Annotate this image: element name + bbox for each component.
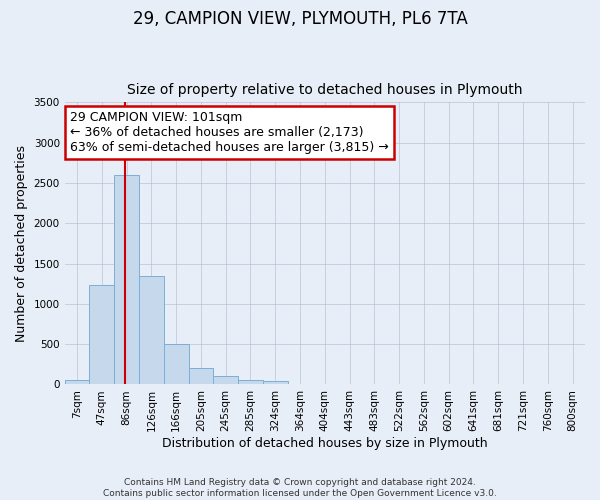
Bar: [214, 376, 238, 384]
Bar: [164, 344, 188, 385]
Title: Size of property relative to detached houses in Plymouth: Size of property relative to detached ho…: [127, 83, 523, 97]
Text: 29, CAMPION VIEW, PLYMOUTH, PL6 7TA: 29, CAMPION VIEW, PLYMOUTH, PL6 7TA: [133, 10, 467, 28]
Bar: [188, 368, 214, 384]
X-axis label: Distribution of detached houses by size in Plymouth: Distribution of detached houses by size …: [162, 437, 488, 450]
Bar: [65, 380, 89, 384]
Bar: [238, 380, 263, 384]
Bar: [263, 381, 287, 384]
Bar: [139, 276, 164, 384]
Text: Contains HM Land Registry data © Crown copyright and database right 2024.
Contai: Contains HM Land Registry data © Crown c…: [103, 478, 497, 498]
Bar: [89, 286, 114, 384]
Y-axis label: Number of detached properties: Number of detached properties: [15, 145, 28, 342]
Bar: [114, 175, 139, 384]
Text: 29 CAMPION VIEW: 101sqm
← 36% of detached houses are smaller (2,173)
63% of semi: 29 CAMPION VIEW: 101sqm ← 36% of detache…: [70, 111, 389, 154]
